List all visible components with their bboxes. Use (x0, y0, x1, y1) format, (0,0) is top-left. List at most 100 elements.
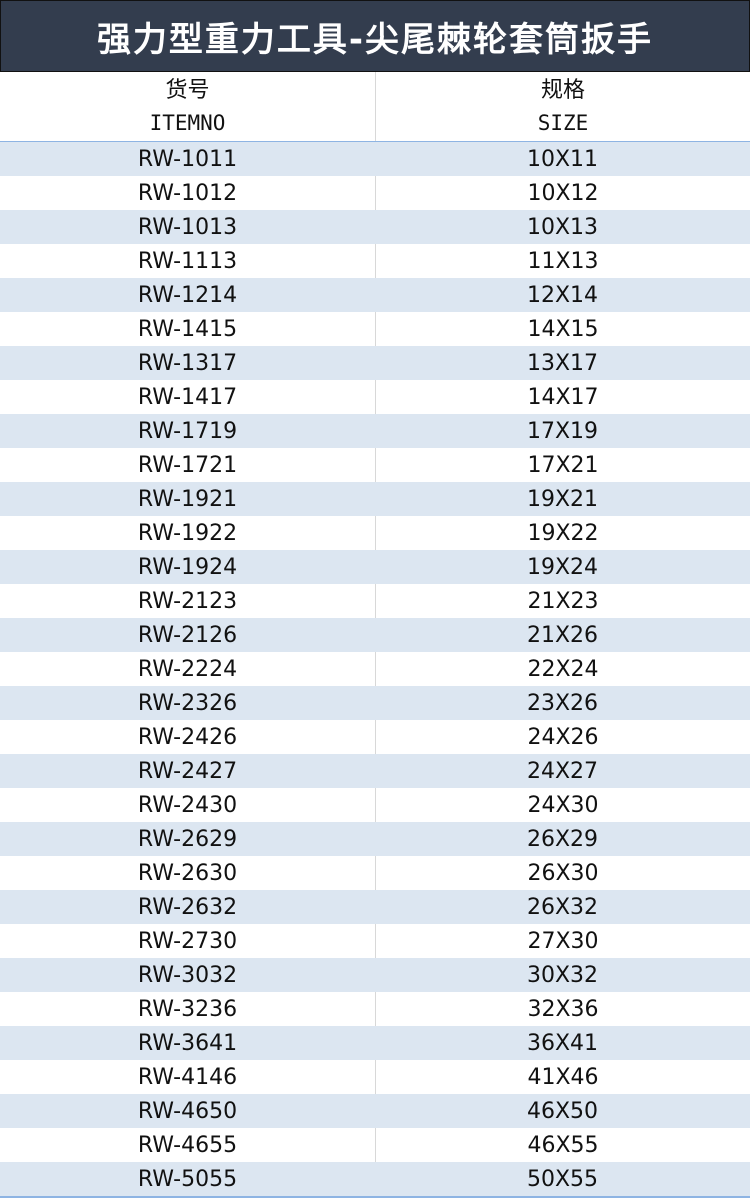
size-cell: 26X32 (526, 894, 599, 920)
table-row: RW-2629 26X29 (0, 822, 750, 856)
size-cell: 46X50 (526, 1098, 599, 1124)
size-cell: 21X26 (526, 622, 599, 648)
table-row: RW-1415 14X15 (0, 312, 750, 346)
header-itemno-cn: 货号 (165, 77, 210, 103)
table-row: RW-4655 46X55 (0, 1128, 750, 1162)
table-row: RW-1013 10X13 (0, 210, 750, 244)
size-cell: 17X19 (526, 418, 599, 444)
item-number-cell: RW-1011 (137, 146, 238, 172)
size-cell: 50X55 (526, 1166, 599, 1192)
size-cell: 46X55 (375, 1128, 750, 1162)
item-number-cell: RW-2224 (137, 656, 238, 682)
item-number-cell: RW-1214 (137, 282, 238, 308)
size-cell: 41X46 (375, 1060, 750, 1094)
header-itemno-en: ITEMNO (149, 110, 226, 135)
table-row: RW-1011 10X11 (0, 142, 750, 176)
size-cell: 24X26 (375, 720, 750, 754)
header-size: 规格 SIZE (375, 72, 750, 141)
item-number-cell: RW-3032 (137, 962, 238, 988)
table-row: RW-2123 21X23 (0, 584, 750, 618)
table-row: RW-3032 30X32 (0, 958, 750, 992)
size-cell: 10X13 (526, 214, 599, 240)
size-cell: 13X17 (526, 350, 599, 376)
table-row: RW-1113 11X13 (0, 244, 750, 278)
size-cell: 14X17 (375, 380, 750, 414)
size-cell: 14X15 (375, 312, 750, 346)
table-row: RW-4146 41X46 (0, 1060, 750, 1094)
item-number-cell: RW-1924 (137, 554, 238, 580)
table-row: RW-3641 36X41 (0, 1026, 750, 1060)
item-number-cell: RW-1113 (137, 248, 238, 274)
table-row: RW-3236 32X36 (0, 992, 750, 1026)
table-row: RW-1012 10X12 (0, 176, 750, 210)
table-row: RW-2427 24X27 (0, 754, 750, 788)
size-cell: 22X24 (375, 652, 750, 686)
table-row: RW-1719 17X19 (0, 414, 750, 448)
size-cell: 32X36 (375, 992, 750, 1026)
size-cell: 12X14 (526, 282, 599, 308)
item-number-cell: RW-3236 (137, 996, 238, 1022)
item-number-cell: RW-4655 (137, 1132, 238, 1158)
item-number-cell: RW-2630 (137, 860, 238, 886)
size-cell: 23X26 (526, 690, 599, 716)
table-row: RW-4650 46X50 (0, 1094, 750, 1128)
size-cell: 27X30 (375, 924, 750, 958)
size-cell: 26X30 (375, 856, 750, 890)
table-row: RW-2730 27X30 (0, 924, 750, 958)
size-cell: 24X30 (375, 788, 750, 822)
item-number-cell: RW-3641 (137, 1030, 238, 1056)
item-number-cell: RW-2629 (137, 826, 238, 852)
size-cell: 10X11 (526, 146, 599, 172)
size-cell: 17X21 (375, 448, 750, 482)
table-row: RW-1924 19X24 (0, 550, 750, 584)
item-number-cell: RW-2126 (137, 622, 238, 648)
size-cell: 10X12 (375, 176, 750, 210)
table-row: RW-1721 17X21 (0, 448, 750, 482)
size-cell: 19X21 (526, 486, 599, 512)
table-row: RW-1922 19X22 (0, 516, 750, 550)
table-row: RW-2426 24X26 (0, 720, 750, 754)
item-number-cell: RW-2430 (137, 792, 238, 818)
table-header: 货号 ITEMNO 规格 SIZE (0, 72, 750, 142)
size-cell: 21X23 (375, 584, 750, 618)
item-number-cell: RW-1317 (137, 350, 238, 376)
page-title: 强力型重力工具-尖尾棘轮套筒扳手 (0, 0, 750, 72)
item-number-cell: RW-2123 (137, 588, 238, 614)
item-number-cell: RW-2632 (137, 894, 238, 920)
size-cell: 11X13 (375, 244, 750, 278)
table-row: RW-1921 19X21 (0, 482, 750, 516)
size-cell: 36X41 (526, 1030, 599, 1056)
item-number-cell: RW-1921 (137, 486, 238, 512)
item-number-cell: RW-5055 (137, 1166, 238, 1192)
item-number-cell: RW-1013 (137, 214, 238, 240)
table-row: RW-2632 26X32 (0, 890, 750, 924)
table-row: RW-2126 21X26 (0, 618, 750, 652)
table-row: RW-2224 22X24 (0, 652, 750, 686)
size-cell: 26X29 (526, 826, 599, 852)
item-number-cell: RW-4146 (137, 1064, 238, 1090)
item-number-cell: RW-1922 (137, 520, 238, 546)
item-number-cell: RW-4650 (137, 1098, 238, 1124)
table-row: RW-2326 23X26 (0, 686, 750, 720)
item-number-cell: RW-1417 (137, 384, 238, 410)
size-cell: 19X24 (526, 554, 599, 580)
header-itemno: 货号 ITEMNO (0, 72, 375, 141)
size-cell: 19X22 (375, 516, 750, 550)
size-cell: 24X27 (526, 758, 599, 784)
header-size-cn: 规格 (540, 77, 585, 103)
item-number-cell: RW-1721 (137, 452, 238, 478)
table-row: RW-2630 26X30 (0, 856, 750, 890)
table-row: RW-2430 24X30 (0, 788, 750, 822)
table-row: RW-1417 14X17 (0, 380, 750, 414)
item-number-cell: RW-2326 (137, 690, 238, 716)
header-size-en: SIZE (537, 110, 589, 135)
item-number-cell: RW-2427 (137, 758, 238, 784)
item-number-cell: RW-2426 (137, 724, 238, 750)
table-row: RW-1214 12X14 (0, 278, 750, 312)
table-row: RW-1317 13X17 (0, 346, 750, 380)
item-number-cell: RW-1012 (137, 180, 238, 206)
item-number-cell: RW-2730 (137, 928, 238, 954)
item-number-cell: RW-1415 (137, 316, 238, 342)
table-body: RW-1011 10X11 RW-1012 10X12 RW-1013 10X13 RW-1… (0, 142, 750, 1198)
size-cell: 30X32 (526, 962, 599, 988)
